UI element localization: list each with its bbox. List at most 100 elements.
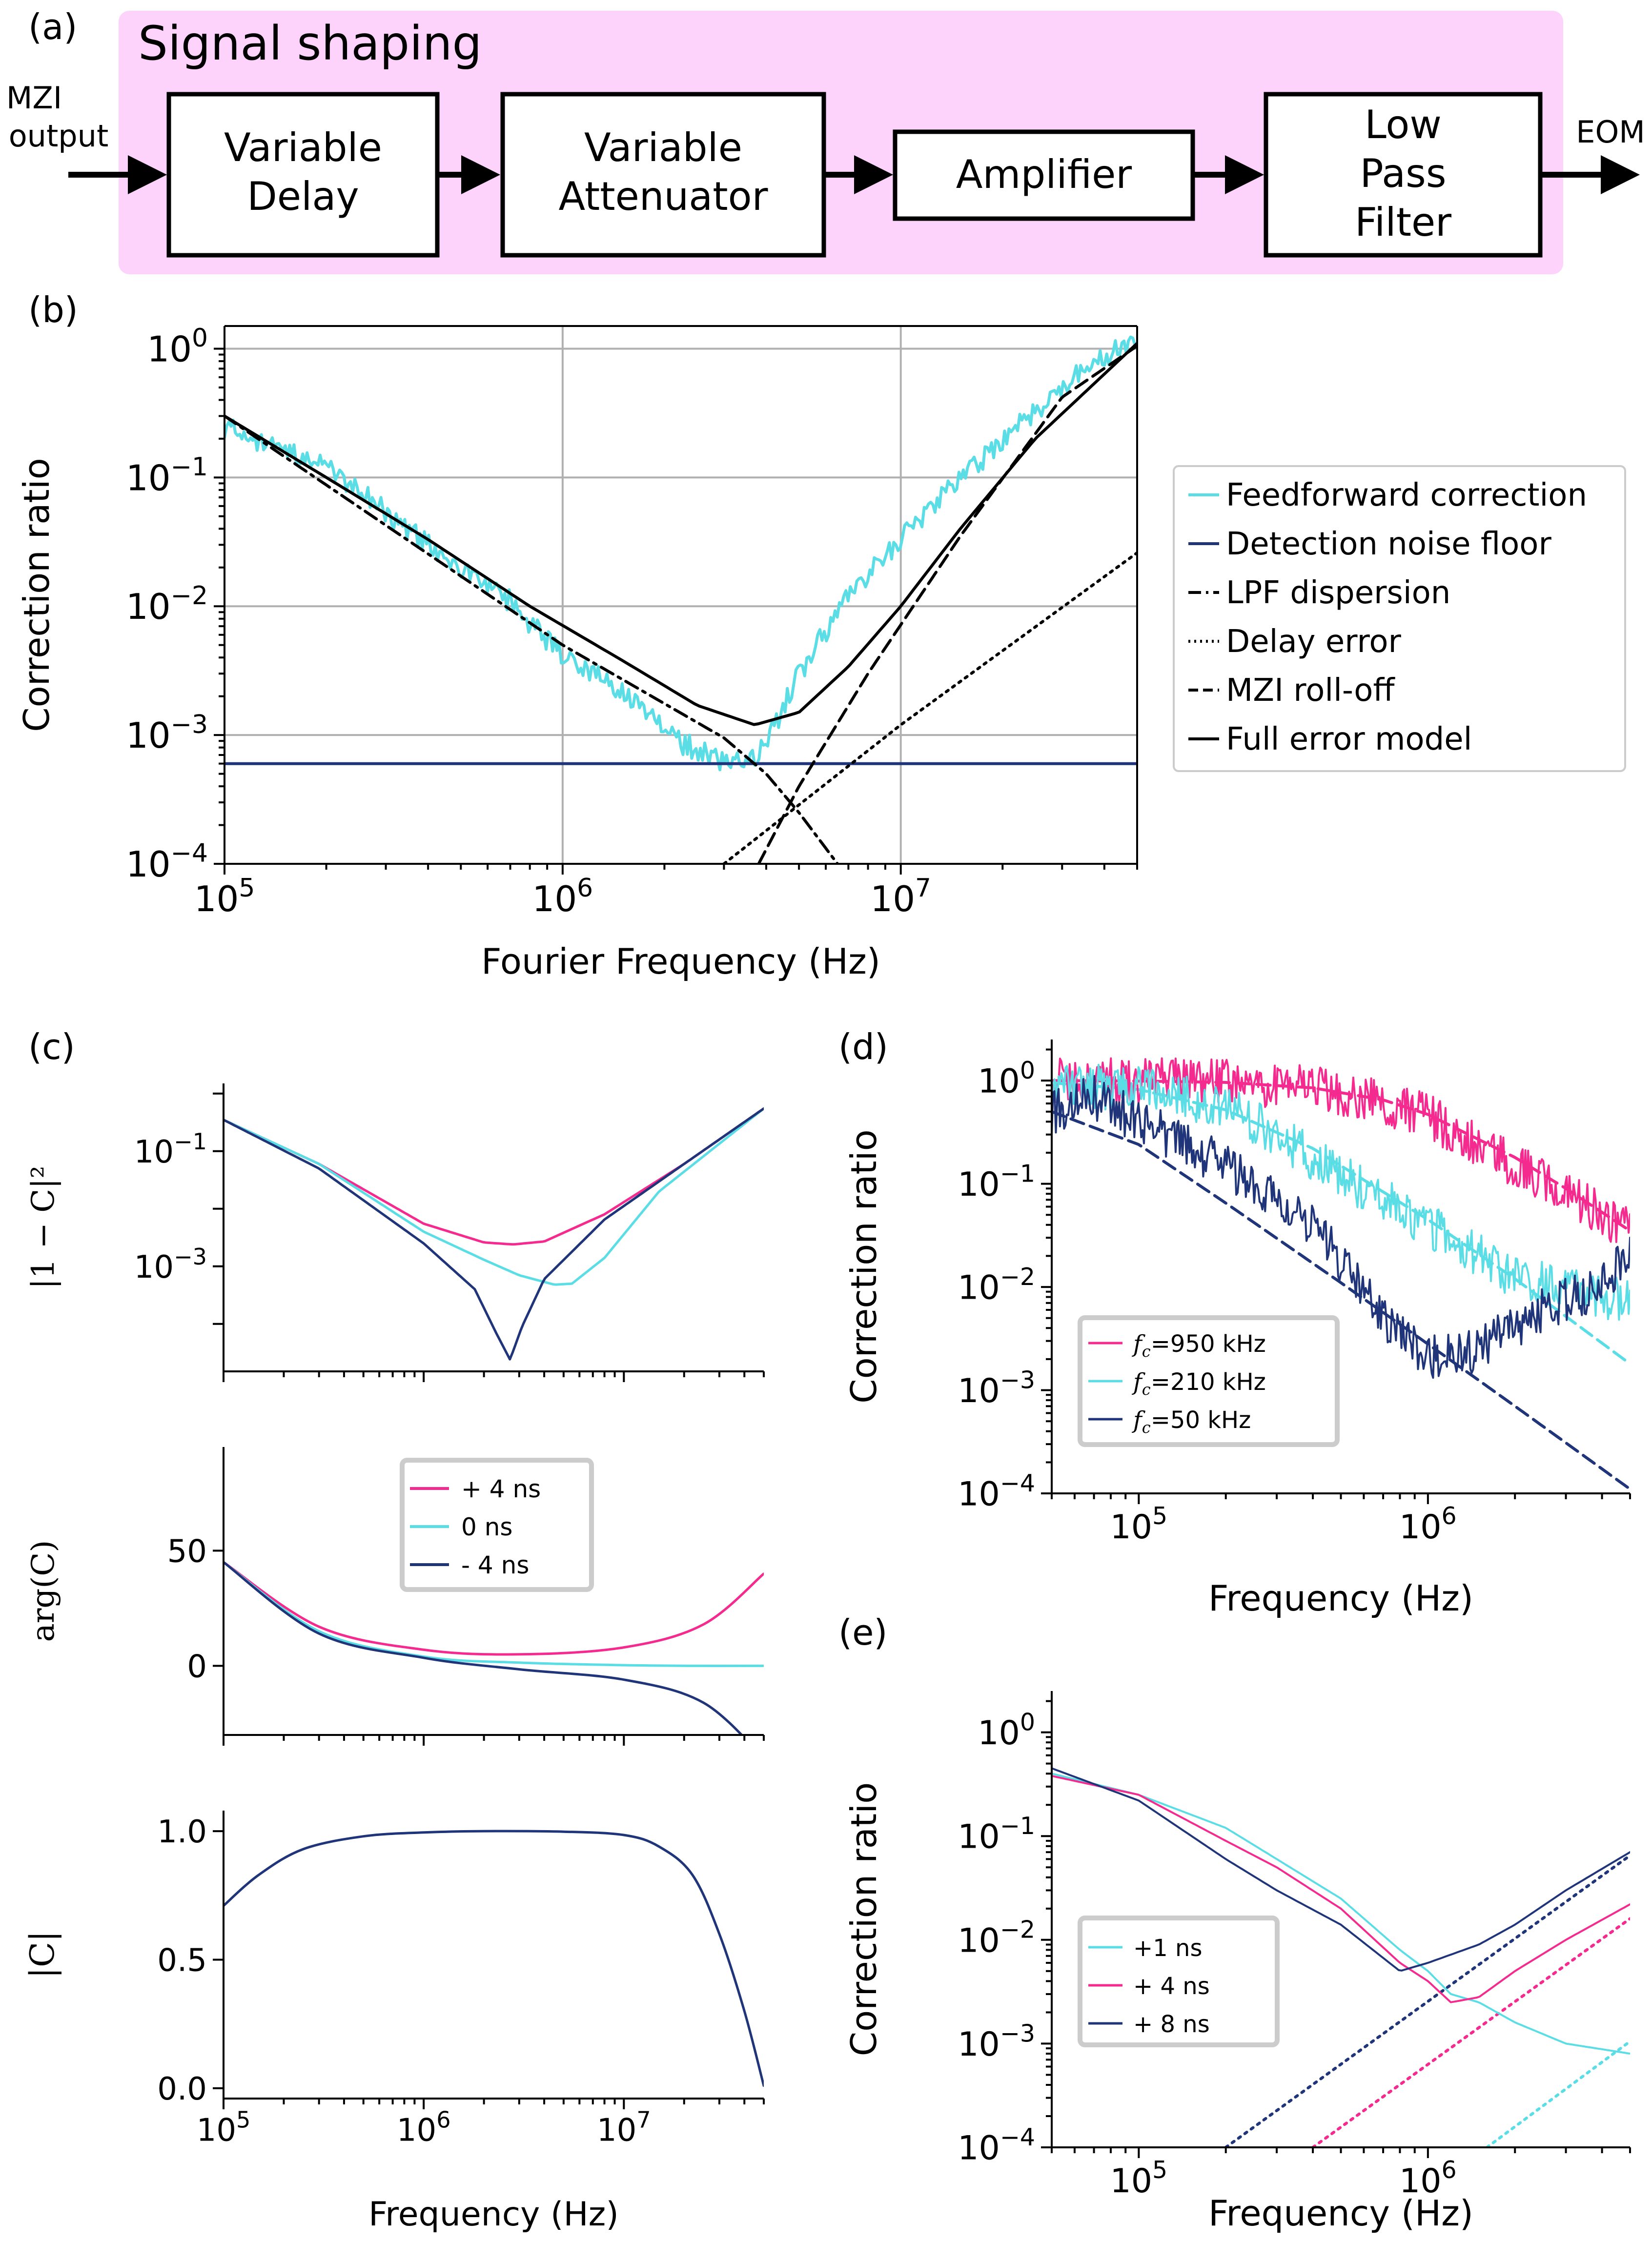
legend-b-mzi: MZI roll-off [1226,673,1395,709]
mzi-output-label-line2: output [9,118,109,154]
y-tick-label-d-3: 10−3 [958,1366,1035,1410]
y-tick-label-c1-1: 10−3 [134,1244,207,1285]
legend-d-950: =950 kHz [1151,1330,1266,1358]
series-c1-1 [224,1107,764,1286]
series-e-0 [1052,1773,1630,2055]
panel-a: (a) Signal shaping MZI output EOM Variab… [6,6,1645,274]
series-c2-0 [224,1561,764,1656]
legend-e-4ns: + 4 ns [1133,1973,1210,2000]
x-tick-label-b-0: 105 [194,874,255,919]
legend-e-8ns: + 8 ns [1133,2011,1210,2038]
signal-shaping-title: Signal shaping [138,16,482,71]
legend-d: fc=950 kHz fc=210 kHz fc=50 kHz [1078,1315,1340,1447]
legend-e: +1 ns + 4 ns + 8 ns [1078,1916,1280,2047]
block-variable-attenuator-line2: Attenuator [559,174,768,219]
legend-c-minus4: - 4 ns [461,1551,529,1579]
series-c2-1 [224,1561,764,1667]
block-lpf-line1: Low [1365,102,1442,147]
x-tick-label-c3-0: 105 [197,2107,251,2149]
ylabel-e: Correction ratio [843,1782,884,2056]
block-variable-delay-line2: Delay [247,174,359,219]
ylabel-d: Correction ratio [843,1129,884,1403]
xlabel-d: Frequency (Hz) [1208,1578,1473,1619]
mzi-output-label-line1: MZI [6,80,62,116]
series-b-4 [757,344,1137,864]
y-tick-label-c3-2: 0.0 [157,2071,207,2107]
legend-d-sub-950: c [1142,1342,1151,1361]
series-d-1 [1052,1063,1630,1321]
block-amplifier-line1: Amplifier [956,152,1132,197]
series-e-model-1 [1311,1917,1630,2147]
series-group-b [224,335,1137,864]
legend-b-feedforward: Feedforward correction [1226,477,1587,513]
legend-b-noise-floor: Detection noise floor [1226,526,1551,562]
legend-d-50: =50 kHz [1151,1407,1251,1434]
y-tick-label-b-3: 10−3 [126,710,208,756]
y-tick-label-c2-0: 50 [167,1533,207,1570]
panel-c-label: (c) [28,1026,75,1067]
panel-b: (b) 105 106 107 100 10−1 10−2 10−3 10−4 Fourier … [16,289,1626,982]
legend-d-label-50: fc=50 kHz [1132,1407,1251,1437]
y-tick-label-e-4: 10−4 [958,2123,1035,2168]
chart-b: 105 106 107 100 10−1 10−2 10−3 10−4 Fourier Freq… [16,324,1138,982]
block-variable-attenuator-line1: Variable [584,125,742,170]
chart-c3: 105 106 107 1.0 0.5 0.0 Frequency (Hz) |C| [23,1811,765,2234]
legend-d-label-210: fc=210 kHz [1132,1368,1266,1399]
legend-d-sub-50: c [1142,1418,1151,1437]
x-tick-label-b-2: 107 [870,874,931,919]
y-tick-label-c1-0: 10−1 [134,1128,207,1170]
y-tick-label-b-4: 10−4 [126,839,208,885]
series-b-0 [224,335,1137,772]
legend-d-210: =210 kHz [1151,1368,1266,1396]
block-variable-delay: Variable Delay [166,92,440,258]
panel-c: (c) 10−1 10−3 |1 − C|² 50 0 arg(C) 105 106 107… [23,1026,765,2234]
ylabel-b: Correction ratio [16,458,57,732]
block-variable-attenuator: Variable Attenuator [500,92,826,258]
x-tick-label-e-1: 106 [1399,2156,1457,2201]
series-e-2 [1052,1767,1630,1972]
xlabel-c3: Frequency (Hz) [368,2195,619,2234]
ylabel-c2: arg(C) [25,1540,61,1642]
y-tick-label-c3-0: 1.0 [157,1814,207,1850]
series-group-c2 [224,1561,764,1735]
chart-c2: 50 0 arg(C) [25,1447,765,1746]
y-tick-label-b-0: 100 [147,324,208,369]
series-b-5 [224,342,1137,726]
block-lpf-line2: Pass [1360,151,1446,196]
chart-e: 105 106 100 10−1 10−2 10−3 10−4 Frequency (Hz) C… [843,1691,1631,2234]
x-tick-label-d-0: 105 [1110,1502,1168,1547]
legend-d-label-950: fc=950 kHz [1132,1330,1266,1361]
y-tick-label-c3-1: 0.5 [157,1943,207,1979]
series-c1-0 [224,1107,764,1246]
panel-d: (d) 105 106 100 10−1 10−2 10−3 10−4 Frequency (… [838,1026,1631,1619]
ylabel-c1: |1 − C|² [25,1166,61,1289]
panel-b-label: (b) [28,289,78,330]
legend-d-sub-210: c [1142,1380,1151,1399]
panel-d-label: (d) [838,1026,888,1067]
y-tick-label-d-1: 10−1 [958,1160,1035,1204]
arrow-head-out [1601,155,1640,194]
block-low-pass-filter: Low Pass Filter [1264,92,1543,258]
legend-b-lpf: LPF dispersion [1226,575,1450,611]
x-tick-label-d-1: 106 [1399,1502,1457,1547]
y-tick-label-e-0: 100 [978,1709,1035,1753]
eom-label: EOM [1576,114,1645,150]
y-tick-label-d-4: 10−4 [958,1469,1035,1514]
arrow-head-3 [1225,155,1264,194]
arrow-head-in [128,155,167,194]
panel-e-label: (e) [838,1612,887,1653]
series-b-2 [224,414,839,864]
series-e-model-2 [1224,1854,1630,2147]
series-c1-2 [224,1107,764,1361]
xlabel-b: Fourier Frequency (Hz) [481,941,880,982]
x-tick-label-e-0: 105 [1110,2156,1168,2201]
y-tick-label-b-2: 10−2 [126,581,208,627]
y-tick-label-e-3: 10−3 [958,2019,1035,2064]
panel-e: (e) 105 106 100 10−1 10−2 10−3 10−4 Frequency (… [838,1612,1631,2234]
signal-arrows [68,155,1640,194]
series-d-model-2 [1052,1110,1630,1491]
arrow-head-2 [854,155,893,194]
block-lpf-line3: Filter [1355,200,1451,245]
series-group-c1 [224,1107,764,1361]
series-e-1 [1052,1774,1630,2003]
